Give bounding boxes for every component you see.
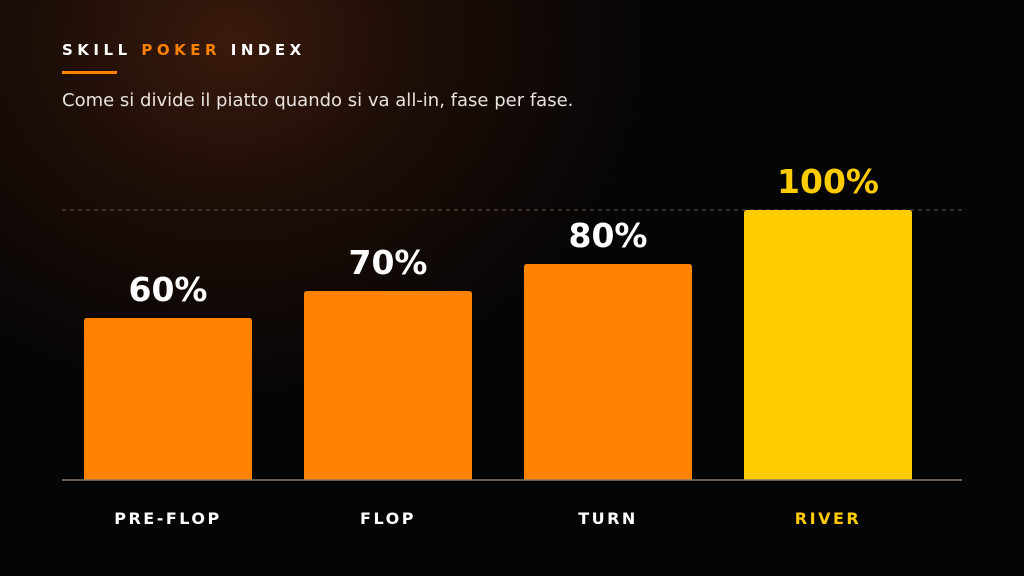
category-label-pre-flop: PRE-FLOP [114,509,222,528]
bar-river [744,210,912,480]
brand-underline [62,71,117,74]
value-label-river: 100% [777,162,879,201]
bar-turn [524,264,692,480]
category-label-turn: TURN [578,509,638,528]
value-label-turn: 80% [569,216,648,255]
brand-word-index: INDEX [230,41,306,59]
category-label-flop: FLOP [360,509,416,528]
value-label-flop: 70% [349,243,428,282]
value-label-pre-flop: 60% [129,270,208,309]
category-label-river: RIVER [795,509,861,528]
brand-word-poker: POKER [141,41,222,59]
brand-title: SKILL POKER INDEX [62,41,306,59]
brand-word-skill: SKILL [62,41,132,59]
bar-pre-flop [84,318,252,480]
chart-subtitle: Come si divide il piatto quando si va al… [62,90,574,111]
bar-flop [304,291,472,480]
